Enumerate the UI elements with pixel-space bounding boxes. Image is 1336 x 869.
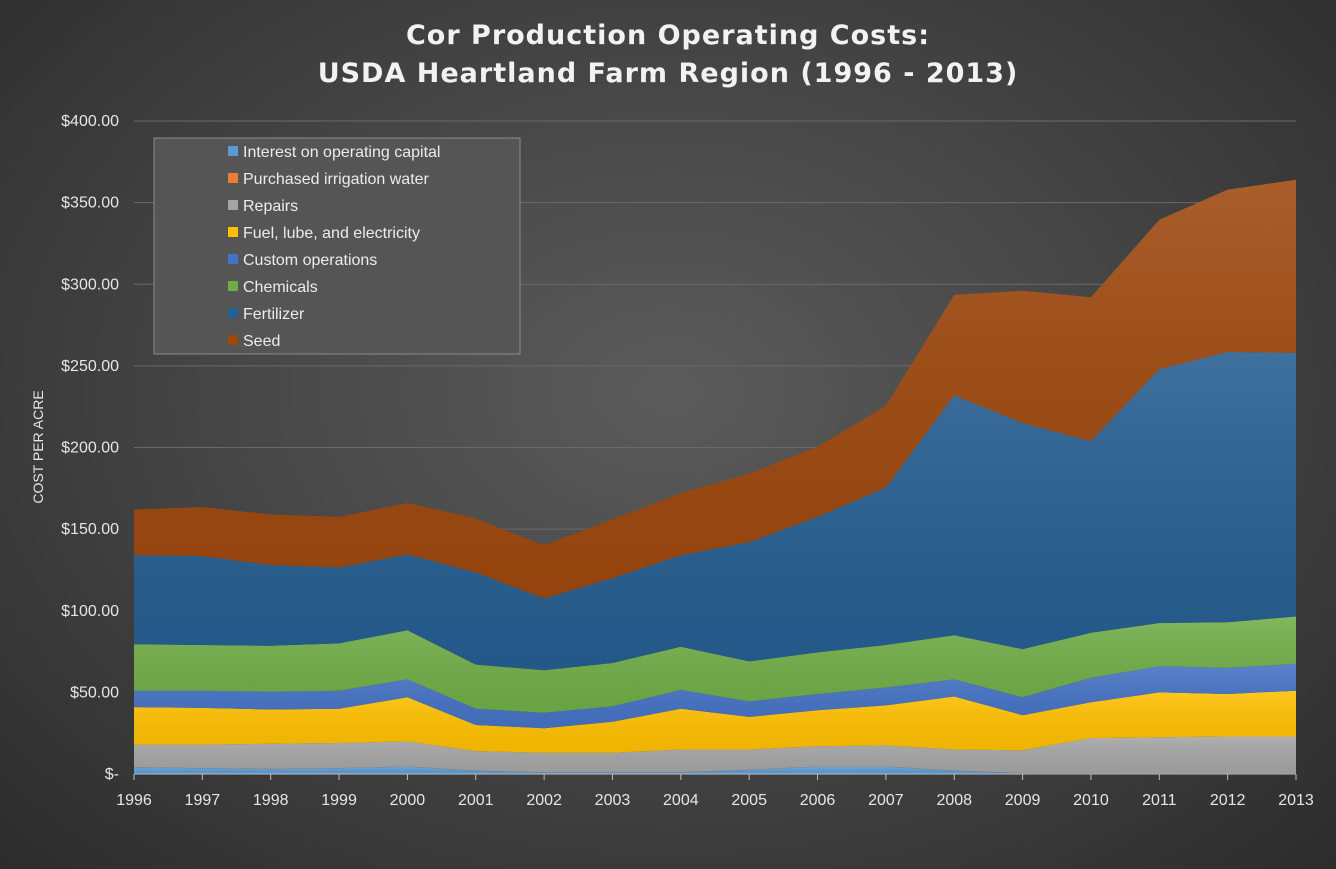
y-tick-label: $350.00 <box>61 195 119 212</box>
legend-entry: Interest on operating capital <box>243 144 440 161</box>
x-tick-label: 2002 <box>526 792 562 809</box>
x-tick-label: 2013 <box>1278 792 1314 809</box>
y-tick-label: $400.00 <box>61 113 119 130</box>
axes: $- $50.00 $100.00 $150.00 $200.00 $250.00 $300… <box>61 113 1314 809</box>
legend-entry: Purchased irrigation water <box>243 171 430 188</box>
legend-swatch <box>228 173 238 183</box>
x-tick-label: 2008 <box>936 792 972 809</box>
y-tick-label: $200.00 <box>61 440 119 457</box>
chart-title-line-2: USDA Heartland Farm Region (1996 - 2013) <box>317 58 1019 89</box>
area-shade-fertilizer <box>134 352 1296 671</box>
x-tick-label: 2005 <box>731 792 767 809</box>
y-tick-label: $- <box>105 766 119 783</box>
x-tick-label: 1998 <box>253 792 289 809</box>
x-tick-label: 2011 <box>1142 792 1177 809</box>
x-tick-label: 2009 <box>1005 792 1041 809</box>
legend-swatch <box>228 146 238 156</box>
legend-swatch <box>228 227 238 237</box>
y-tick-label: $150.00 <box>61 521 119 538</box>
y-tick-label: $50.00 <box>70 684 119 701</box>
x-tick-label: 2012 <box>1210 792 1246 809</box>
legend-entry: Chemicals <box>243 279 318 296</box>
y-tick-label: $250.00 <box>61 358 119 375</box>
area-shade-chemicals <box>134 616 1296 713</box>
x-tick-label: 2006 <box>800 792 836 809</box>
legend-entry: Seed <box>243 333 280 350</box>
x-tick-label: 2003 <box>595 792 631 809</box>
legend-swatch <box>228 308 238 318</box>
legend-swatch <box>228 254 238 264</box>
area-shade-repairs <box>134 736 1296 774</box>
area-shade-fuel-lube-and-electricity <box>134 690 1296 753</box>
x-tick-label: 1996 <box>116 792 152 809</box>
legend-box <box>153 137 521 355</box>
x-tick-label: 2001 <box>458 792 494 809</box>
x-tick-label: 2007 <box>868 792 904 809</box>
legend: Interest on operating capital Purchased i… <box>153 137 521 355</box>
area-shade-interest-on-operating-capital <box>134 766 1296 774</box>
area-shade-seed <box>134 179 1296 599</box>
x-tick-label: 2010 <box>1073 792 1109 809</box>
x-tick-label: 1997 <box>185 792 221 809</box>
area-shade-custom-operations <box>134 663 1296 729</box>
x-tick-label: 2004 <box>663 792 699 809</box>
legend-entry: Custom operations <box>243 252 377 269</box>
legend-entry: Repairs <box>243 198 298 215</box>
y-tick-label: $100.00 <box>61 603 119 620</box>
x-tick-label: 2000 <box>390 792 426 809</box>
legend-entry: Fuel, lube, and electricity <box>243 225 420 242</box>
chart-title-line-1: Cor Production Operating Costs: <box>405 20 931 51</box>
legend-swatch <box>228 281 238 291</box>
legend-swatch <box>228 335 238 345</box>
legend-swatch <box>228 200 238 210</box>
y-axis-label: COST PER ACRE <box>30 390 46 503</box>
y-tick-label: $300.00 <box>61 276 119 293</box>
x-tick-label: 1999 <box>321 792 357 809</box>
area-series-group <box>134 179 1296 774</box>
legend-entry: Fertilizer <box>243 306 305 323</box>
